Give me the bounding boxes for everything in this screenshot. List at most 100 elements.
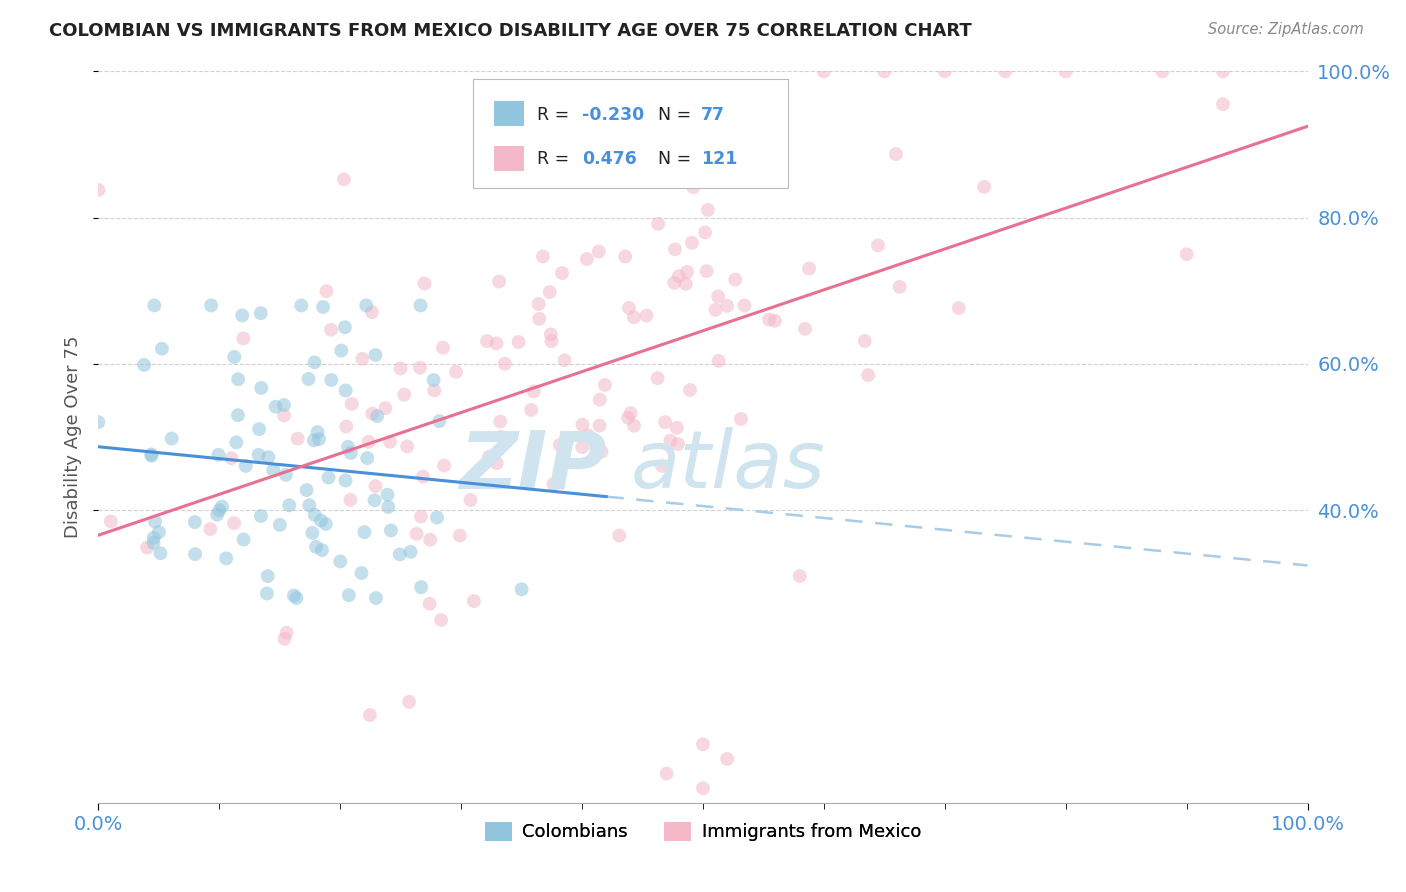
Point [394,387,416,401]
Point [485,336,508,351]
Point [235,458,257,473]
Point [413,277,436,291]
Point [716,752,738,766]
Point [538,285,561,299]
Point [232,533,254,547]
Point [405,526,427,541]
Point [274,467,297,482]
Point [654,415,676,429]
Point [333,172,356,186]
Point [257,450,280,465]
Point [666,437,689,451]
Point [664,276,686,290]
Point [485,456,508,470]
Point [231,309,253,323]
Point [353,525,375,540]
Point [335,474,357,488]
Point [283,589,305,603]
Point [696,264,718,278]
Point [973,180,995,194]
Point [143,515,166,529]
Point [884,147,907,161]
Point [287,432,309,446]
Point [321,373,343,387]
Point [352,351,374,366]
Point [337,588,360,602]
Point [305,540,328,554]
Point [655,766,678,780]
Point [262,463,284,477]
Point [523,160,546,174]
Point [315,284,337,298]
Point [411,580,433,594]
Point [636,309,658,323]
Text: N =: N = [658,106,692,124]
Point [583,434,606,449]
Point [571,417,593,432]
Point [256,586,278,600]
Point [665,421,688,435]
Point [87,183,110,197]
Text: COLOMBIAN VS IMMIGRANTS FROM MEXICO DISABILITY AGE OVER 75 CORRELATION CHART: COLOMBIAN VS IMMIGRANTS FROM MEXICO DISA… [49,22,972,40]
Point [340,397,363,411]
Point [724,272,747,286]
Point [588,418,610,433]
Point [359,708,381,723]
Point [160,432,183,446]
Point [250,381,273,395]
Point [249,306,271,320]
Point [132,358,155,372]
Legend: Colombians, Immigrants from Mexico: Colombians, Immigrants from Mexico [477,814,929,848]
Point [374,401,396,416]
Text: ZIP: ZIP [458,427,606,506]
Point [307,425,329,439]
Text: R =: R = [537,150,569,168]
Point [866,238,889,252]
Point [335,419,357,434]
Point [335,384,357,398]
Point [427,414,450,428]
Point [304,508,326,522]
Text: 121: 121 [700,150,737,168]
Point [692,781,714,796]
Point [150,342,173,356]
Point [873,64,896,78]
Point [432,341,454,355]
Point [398,695,420,709]
Point [329,554,352,568]
Point [330,343,353,358]
Point [889,280,911,294]
Point [250,509,273,524]
Point [361,305,384,319]
Point [148,525,170,540]
Point [377,488,399,502]
Point [339,446,361,460]
Point [716,299,738,313]
Point [679,383,702,397]
Point [211,500,233,514]
Point [308,432,330,446]
Point [692,737,714,751]
Text: Source: ZipAtlas.com: Source: ZipAtlas.com [1208,22,1364,37]
Point [205,508,228,522]
Point [575,252,598,266]
Point [797,261,820,276]
Point [651,458,673,473]
Point [356,451,378,466]
Point [426,510,449,524]
Y-axis label: Disability Age Over 75: Disability Age Over 75 [65,335,83,539]
Point [350,566,373,580]
Point [100,515,122,529]
Point [319,323,342,337]
Point [576,428,599,442]
FancyBboxPatch shape [494,145,524,171]
Point [1054,64,1077,78]
Point [548,438,571,452]
Point [422,373,444,387]
Point [207,448,229,462]
Point [215,551,238,566]
Point [620,406,643,420]
Point [682,180,704,194]
Point [141,447,163,461]
Point [444,365,467,379]
